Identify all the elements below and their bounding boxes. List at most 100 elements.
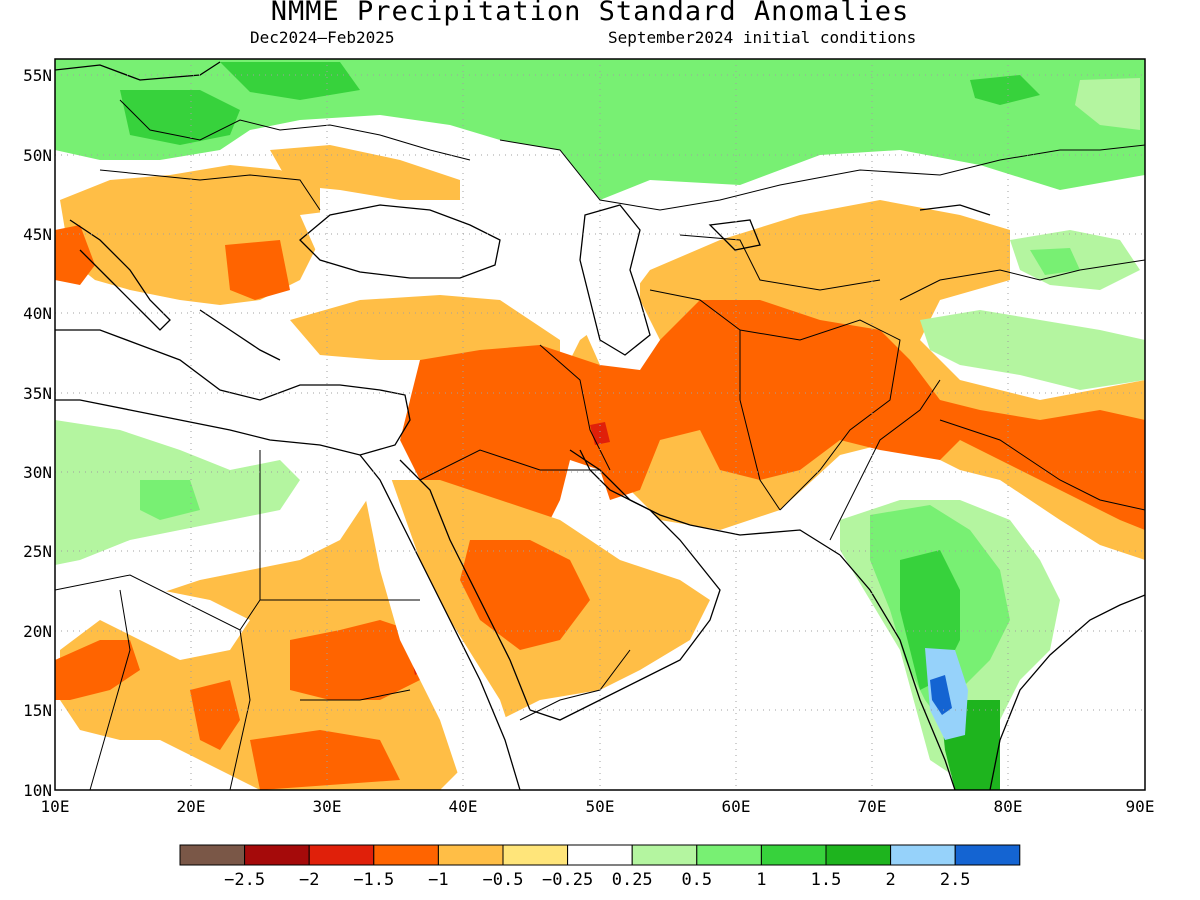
legend-label: 1 <box>756 870 766 890</box>
field-north-midgreen <box>970 75 1040 105</box>
lon-tick-label: 20E <box>177 797 206 816</box>
coastline-persian-gulf <box>569 449 691 526</box>
lon-tick-label: 90E <box>1126 797 1155 816</box>
legend-label: 2.5 <box>940 870 971 890</box>
field-balkans-orange <box>225 240 290 300</box>
legend-swatch <box>760 844 827 866</box>
legend-label: −0.25 <box>542 870 593 890</box>
forecast-period: Dec2024–Feb2025 <box>250 28 395 47</box>
coastlines <box>55 61 1145 790</box>
lat-tick-label: 40N <box>23 304 52 323</box>
border-europe <box>99 169 321 211</box>
legend-label: −2 <box>299 870 319 890</box>
anomaly-fields <box>55 59 1145 790</box>
coastline-india-east <box>989 594 1145 790</box>
coastline-india <box>839 554 956 790</box>
map-title: NMME Precipitation Standard Anomalies <box>270 0 910 27</box>
coastline-italy <box>69 219 171 331</box>
coastline-baltic <box>55 61 221 81</box>
color-legend: −2.5 −2 −1.5 −1 −0.5 −0.25 0.25 0.5 1 1.5 2 2.5 <box>179 844 1021 890</box>
border-india-nepal <box>939 419 1145 511</box>
legend-label: 0.5 <box>681 870 712 890</box>
coastline-black-sea <box>299 204 501 279</box>
field-china-green <box>1030 248 1080 275</box>
legend-swatch <box>373 844 439 866</box>
coastline-mediterranean <box>55 329 411 456</box>
border-arabia <box>419 449 600 481</box>
border-russia-kazakh <box>499 139 1145 211</box>
field-north-midgreen <box>220 62 360 100</box>
lat-tick-label: 20N <box>23 622 52 641</box>
coastline-arabian-sea <box>689 524 841 556</box>
lat-tick-label: 25N <box>23 542 52 561</box>
field-red-sea-white <box>360 470 520 790</box>
lon-tick-label: 40E <box>449 797 478 816</box>
lat-tick-label: 45N <box>23 225 52 244</box>
field-chad-orange <box>190 680 240 750</box>
coastline-greece <box>199 309 281 361</box>
legend-swatch <box>244 844 310 866</box>
coastline-red-sea <box>359 454 521 790</box>
field-ethiopia-orange <box>250 730 400 790</box>
border-arabia <box>519 649 631 721</box>
lat-tick-label: 55N <box>23 66 52 85</box>
field-china-lightgreen <box>920 310 1145 390</box>
border-africa <box>89 589 131 790</box>
legend-label: 1.5 <box>811 870 842 890</box>
field-balkans-lightorange <box>270 145 460 200</box>
field-caspian-white <box>570 205 660 370</box>
legend-swatch <box>631 844 698 866</box>
lat-tick-label: 15N <box>23 701 52 720</box>
country-borders <box>55 99 1145 790</box>
field-sahel-orange <box>55 640 140 700</box>
lat-tick-label: 35N <box>23 384 52 403</box>
lat-tick-label: 30N <box>23 463 52 482</box>
field-bay-of-bengal-white <box>1000 600 1145 790</box>
field-india-blue <box>930 675 952 715</box>
legend-label: −1.5 <box>353 870 394 890</box>
lon-tick-label: 70E <box>858 797 887 816</box>
legend-label: −0.5 <box>483 870 524 890</box>
border-africa <box>300 689 411 701</box>
field-north-lightgreen <box>1075 78 1140 130</box>
border-afghan <box>739 319 901 511</box>
border-turkmen <box>649 289 741 331</box>
field-arabia-orange <box>460 540 590 650</box>
field-middle-east-orange <box>400 300 960 560</box>
lon-axis: 10E 20E 30E 40E 50E 60E 70E 80E 90E <box>41 797 1155 816</box>
border-china <box>899 259 1145 301</box>
legend-swatch <box>890 844 956 866</box>
field-north-africa-green <box>140 480 200 520</box>
legend-label: −1 <box>428 870 448 890</box>
legend-label: 0.25 <box>612 870 653 890</box>
lat-axis: 10N 15N 20N 25N 30N 35N 40N 45N 50N 55N <box>23 66 52 800</box>
coastline-balkhash <box>919 204 991 216</box>
lon-tick-label: 50E <box>586 797 615 816</box>
coastline-aral <box>708 219 761 251</box>
border-pakistan <box>829 379 941 541</box>
border-europe <box>119 99 471 161</box>
border-iran-afghan <box>739 330 781 511</box>
lon-tick-label: 10E <box>41 797 70 816</box>
map-frame <box>54 58 1146 791</box>
field-italy-orange <box>55 225 95 285</box>
lon-tick-label: 30E <box>313 797 342 816</box>
border-central-asia <box>679 234 881 291</box>
legend-swatch <box>954 844 1021 866</box>
coastline-caspian <box>579 204 651 356</box>
field-sudan-orange <box>290 620 420 700</box>
legend-swatch <box>696 844 762 866</box>
initial-conditions: September2024 initial conditions <box>608 28 917 47</box>
lon-tick-label: 80E <box>994 797 1023 816</box>
legend-swatch <box>825 844 892 866</box>
lat-tick-label: 10N <box>23 781 52 800</box>
field-north-midgreen <box>120 90 240 145</box>
lon-tick-label: 60E <box>722 797 751 816</box>
legend-swatch <box>308 844 375 866</box>
legend-swatch <box>502 844 569 866</box>
legend-swatch <box>179 844 246 866</box>
legend-label: 2 <box>885 870 895 890</box>
border-africa <box>229 629 251 790</box>
field-himalaya-orange <box>920 395 1145 530</box>
